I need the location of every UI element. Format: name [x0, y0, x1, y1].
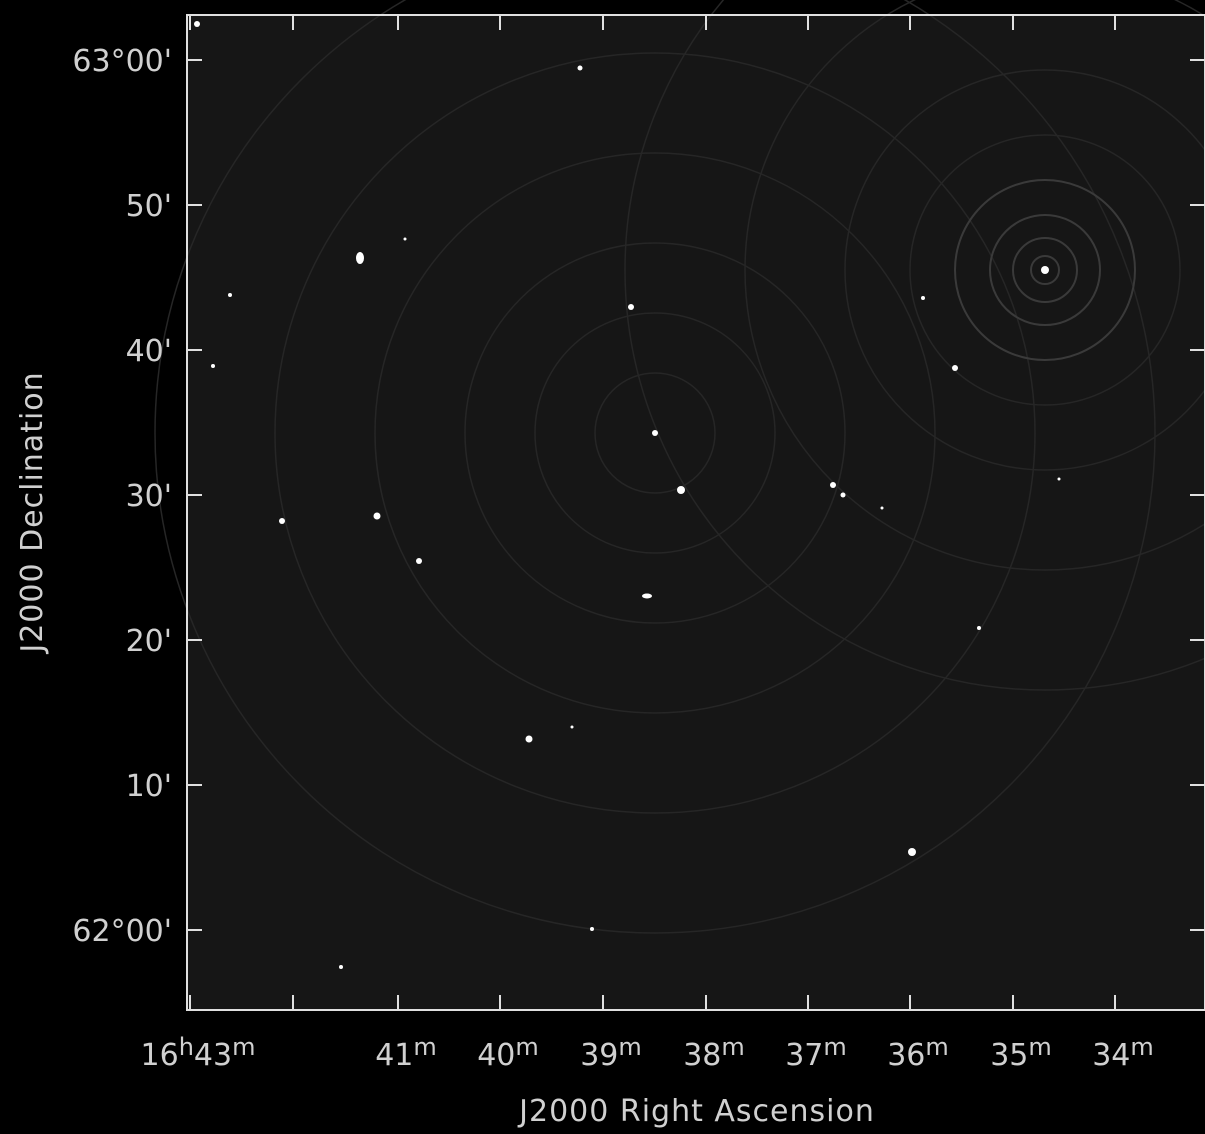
x-tick-number: 36 [887, 1038, 925, 1073]
y-tick-label: 20' [126, 624, 172, 659]
x-tick-number: 16 [141, 1038, 179, 1073]
x-tick-number: 37 [785, 1038, 823, 1073]
y-tick-label: 10' [126, 769, 172, 804]
y-tick-label: 30' [126, 479, 172, 514]
x-tick-unit: h [179, 1033, 194, 1061]
x-tick-unit: m [1130, 1033, 1153, 1061]
y-tick-label: 40' [126, 334, 172, 369]
image-field [187, 15, 1205, 1010]
x-tick-number: 38 [683, 1038, 721, 1073]
y-axis-label: J2000 Declination [15, 371, 50, 654]
x-tick-unit: m [515, 1033, 538, 1061]
x-tick-unit: m [1028, 1033, 1051, 1061]
x-tick-unit: m [925, 1033, 948, 1061]
sky-image-page: 16h43m41m40m39m38m37m36m35m34m 63°00'50'… [0, 0, 1205, 1134]
x-tick-number: 40 [477, 1038, 515, 1073]
x-axis-label: J2000 Right Ascension [517, 1094, 875, 1129]
x-tick-number: 39 [580, 1038, 618, 1073]
y-tick-label: 62°00' [72, 914, 172, 949]
x-tick-unit: m [413, 1033, 436, 1061]
x-tick-number: 43 [194, 1038, 232, 1073]
x-tick-unit: m [721, 1033, 744, 1061]
x-tick-unit: m [823, 1033, 846, 1061]
y-tick-label: 63°00' [72, 44, 172, 79]
x-tick-unit: m [232, 1033, 255, 1061]
x-tick-number: 34 [1092, 1038, 1130, 1073]
y-tick-label: 50' [126, 189, 172, 224]
image [155, 0, 1205, 1010]
x-tick-unit: m [618, 1033, 641, 1061]
x-tick-number: 35 [990, 1038, 1028, 1073]
x-tick-number: 41 [375, 1038, 413, 1073]
